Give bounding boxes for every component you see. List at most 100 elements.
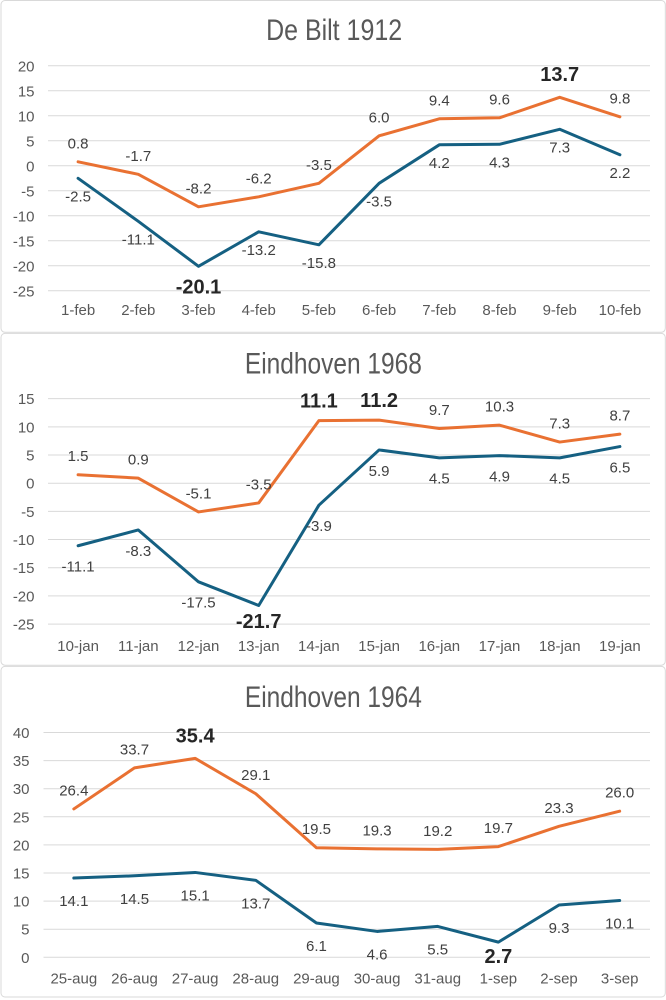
svg-text:-20: -20 xyxy=(13,588,35,605)
svg-text:10-jan: 10-jan xyxy=(57,638,99,655)
svg-text:5: 5 xyxy=(21,922,29,939)
svg-text:10-feb: 10-feb xyxy=(599,302,642,319)
svg-text:6.0: 6.0 xyxy=(369,110,390,127)
svg-text:19.3: 19.3 xyxy=(362,822,391,839)
svg-text:26.0: 26.0 xyxy=(605,785,634,802)
svg-text:14.1: 14.1 xyxy=(59,893,88,910)
svg-text:-11.1: -11.1 xyxy=(62,559,95,576)
svg-text:10.3: 10.3 xyxy=(485,399,514,416)
svg-text:11.1: 11.1 xyxy=(300,390,338,412)
svg-text:35.4: 35.4 xyxy=(176,726,216,748)
svg-text:19-jan: 19-jan xyxy=(599,638,641,655)
svg-text:13-jan: 13-jan xyxy=(238,638,280,655)
svg-text:-10: -10 xyxy=(13,208,35,225)
svg-text:20: 20 xyxy=(18,58,35,75)
svg-text:-25: -25 xyxy=(13,617,35,634)
svg-text:De Bilt 1912: De Bilt 1912 xyxy=(266,14,402,47)
svg-text:-15.8: -15.8 xyxy=(302,255,336,272)
svg-text:0.9: 0.9 xyxy=(128,452,149,469)
svg-text:3-sep: 3-sep xyxy=(601,970,639,987)
svg-text:-20: -20 xyxy=(13,258,35,275)
svg-text:-11.1: -11.1 xyxy=(122,231,155,248)
svg-text:9-feb: 9-feb xyxy=(543,302,577,319)
svg-text:10: 10 xyxy=(18,108,35,125)
svg-text:15: 15 xyxy=(18,83,35,100)
svg-text:-13.2: -13.2 xyxy=(242,242,276,259)
svg-text:4.2: 4.2 xyxy=(429,155,450,172)
svg-text:-25: -25 xyxy=(13,283,35,300)
svg-text:19.5: 19.5 xyxy=(302,821,331,838)
svg-text:-2.5: -2.5 xyxy=(65,188,91,205)
svg-text:15-jan: 15-jan xyxy=(358,638,400,655)
svg-text:35: 35 xyxy=(13,753,30,770)
svg-text:27-aug: 27-aug xyxy=(172,970,219,987)
svg-text:40: 40 xyxy=(13,725,30,742)
svg-text:29-aug: 29-aug xyxy=(293,970,340,987)
svg-text:-21.7: -21.7 xyxy=(236,611,282,633)
svg-text:10: 10 xyxy=(18,419,35,436)
svg-text:12-jan: 12-jan xyxy=(178,638,220,655)
svg-text:-15: -15 xyxy=(13,560,35,577)
svg-text:-5: -5 xyxy=(21,183,34,200)
svg-text:5: 5 xyxy=(26,133,34,150)
svg-text:-20.1: -20.1 xyxy=(176,277,222,299)
svg-text:15: 15 xyxy=(13,865,30,882)
svg-text:-1.7: -1.7 xyxy=(125,148,151,165)
svg-text:-3.5: -3.5 xyxy=(246,476,272,493)
svg-text:4.6: 4.6 xyxy=(367,947,388,964)
svg-text:-5.1: -5.1 xyxy=(186,485,212,502)
svg-text:9.4: 9.4 xyxy=(429,93,450,110)
svg-text:5.5: 5.5 xyxy=(427,941,448,958)
svg-text:Eindhoven 1964: Eindhoven 1964 xyxy=(245,681,422,714)
svg-text:4-feb: 4-feb xyxy=(242,302,276,319)
svg-text:8.7: 8.7 xyxy=(609,408,630,425)
svg-text:25: 25 xyxy=(13,809,30,826)
svg-text:0: 0 xyxy=(21,950,29,967)
svg-text:16-jan: 16-jan xyxy=(418,638,460,655)
svg-text:11-jan: 11-jan xyxy=(118,638,159,655)
svg-text:8-feb: 8-feb xyxy=(482,302,516,319)
svg-text:6-feb: 6-feb xyxy=(362,302,396,319)
svg-text:1-sep: 1-sep xyxy=(480,970,518,987)
svg-text:9.8: 9.8 xyxy=(609,91,630,108)
svg-text:2.2: 2.2 xyxy=(609,165,630,182)
svg-text:6.1: 6.1 xyxy=(306,938,327,955)
svg-text:15: 15 xyxy=(18,391,35,408)
svg-text:-3.5: -3.5 xyxy=(306,157,332,174)
svg-text:23.3: 23.3 xyxy=(544,800,573,817)
svg-text:5: 5 xyxy=(26,447,34,464)
svg-text:11.2: 11.2 xyxy=(360,390,398,412)
svg-text:7-feb: 7-feb xyxy=(422,302,456,319)
svg-text:15.1: 15.1 xyxy=(181,888,210,905)
svg-text:Eindhoven 1968: Eindhoven 1968 xyxy=(245,348,422,381)
svg-text:10: 10 xyxy=(13,894,30,911)
svg-text:29.1: 29.1 xyxy=(241,767,270,784)
svg-text:7.3: 7.3 xyxy=(549,416,570,433)
svg-text:26-aug: 26-aug xyxy=(111,970,158,987)
svg-text:9.3: 9.3 xyxy=(549,920,570,937)
svg-text:4.3: 4.3 xyxy=(489,154,510,171)
svg-text:18-jan: 18-jan xyxy=(539,638,581,655)
svg-text:25-aug: 25-aug xyxy=(50,970,97,987)
svg-text:14-jan: 14-jan xyxy=(298,638,340,655)
svg-text:-10: -10 xyxy=(13,532,35,549)
svg-text:7.3: 7.3 xyxy=(549,139,570,156)
svg-text:5.9: 5.9 xyxy=(369,463,390,480)
svg-text:30: 30 xyxy=(13,781,30,798)
svg-text:-17.5: -17.5 xyxy=(181,595,215,612)
svg-text:0: 0 xyxy=(26,476,34,493)
svg-text:33.7: 33.7 xyxy=(120,741,149,758)
svg-text:1.5: 1.5 xyxy=(68,448,89,465)
svg-text:-3.5: -3.5 xyxy=(366,193,392,210)
svg-text:31-aug: 31-aug xyxy=(414,970,461,987)
svg-text:-8.2: -8.2 xyxy=(186,181,212,198)
svg-text:9.6: 9.6 xyxy=(489,92,510,109)
svg-text:-15: -15 xyxy=(13,233,35,250)
svg-text:0.8: 0.8 xyxy=(68,136,89,153)
svg-text:13.7: 13.7 xyxy=(241,895,270,912)
svg-text:2.7: 2.7 xyxy=(484,946,512,968)
svg-text:-6.2: -6.2 xyxy=(246,171,272,188)
svg-text:28-aug: 28-aug xyxy=(232,970,279,987)
svg-text:17-jan: 17-jan xyxy=(479,638,521,655)
svg-text:-3.9: -3.9 xyxy=(306,518,332,535)
